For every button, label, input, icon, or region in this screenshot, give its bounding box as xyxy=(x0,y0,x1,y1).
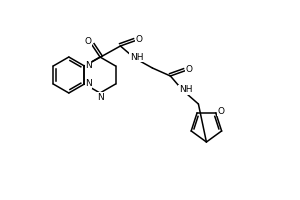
Text: O: O xyxy=(217,107,224,116)
Text: N: N xyxy=(85,79,92,88)
Text: O: O xyxy=(85,38,92,46)
Text: O: O xyxy=(136,36,143,45)
Text: NH: NH xyxy=(179,86,192,95)
Text: NH: NH xyxy=(130,52,143,62)
Text: N: N xyxy=(85,62,92,71)
Text: O: O xyxy=(186,66,193,74)
Text: N: N xyxy=(97,92,104,102)
